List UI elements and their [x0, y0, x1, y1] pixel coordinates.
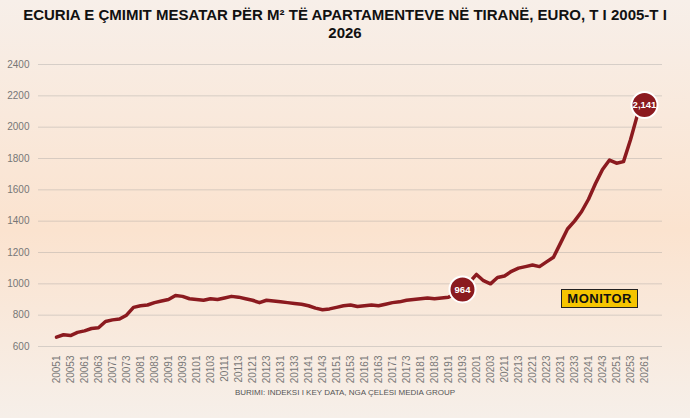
svg-text:2400: 2400 — [7, 59, 30, 70]
svg-text:20201: 20201 — [471, 355, 482, 383]
svg-text:20253: 20253 — [625, 355, 636, 383]
html-text:ECURIA E ÇMIMIT MESATAR PËR M²: ECURIA E ÇMIMIT MESATAR PËR M² TË APARTA… — [23, 6, 667, 41]
svg-text:20111: 20111 — [219, 355, 230, 382]
svg-text:20221: 20221 — [527, 355, 538, 383]
svg-text:20103: 20103 — [205, 355, 216, 383]
svg-text:20161: 20161 — [359, 355, 370, 383]
svg-text:20243: 20243 — [597, 355, 608, 383]
svg-text:20123: 20123 — [261, 355, 272, 383]
svg-text:2200: 2200 — [7, 90, 30, 101]
svg-text:964: 964 — [455, 284, 472, 295]
svg-text:20193: 20193 — [457, 355, 468, 383]
svg-text:20053: 20053 — [65, 355, 76, 383]
svg-text:20251: 20251 — [611, 355, 622, 383]
svg-text:20133: 20133 — [289, 355, 300, 383]
svg-text:1600: 1600 — [7, 184, 30, 195]
svg-text:1800: 1800 — [7, 153, 30, 164]
svg-text:20203: 20203 — [485, 355, 496, 383]
svg-text:20093: 20093 — [177, 355, 188, 383]
svg-text:20091: 20091 — [163, 355, 174, 383]
svg-text:1000: 1000 — [7, 278, 30, 289]
svg-text:20241: 20241 — [583, 355, 594, 383]
svg-text:20071: 20071 — [107, 355, 118, 383]
html-text:BURIMI: INDEKSI I KEY DATA, NG: BURIMI: INDEKSI I KEY DATA, NGA ÇELËSI M… — [235, 388, 455, 397]
svg-text:1200: 1200 — [7, 247, 30, 258]
svg-text:20181: 20181 — [415, 355, 426, 383]
svg-text:20113: 20113 — [233, 355, 244, 383]
svg-text:20101: 20101 — [191, 355, 202, 383]
svg-text:20231: 20231 — [555, 355, 566, 383]
svg-text:20223: 20223 — [541, 355, 552, 383]
svg-text:20061: 20061 — [79, 355, 90, 383]
svg-text:20141: 20141 — [303, 355, 314, 383]
svg-text:2000: 2000 — [7, 121, 30, 132]
svg-text:600: 600 — [13, 341, 30, 352]
svg-text:20171: 20171 — [387, 355, 398, 383]
svg-text:20151: 20151 — [331, 355, 342, 383]
svg-text:20191: 20191 — [443, 355, 454, 383]
svg-text:20143: 20143 — [317, 355, 328, 383]
svg-text:20261: 20261 — [639, 355, 650, 383]
svg-text:1400: 1400 — [7, 215, 30, 226]
svg-text:20131: 20131 — [275, 355, 286, 383]
svg-text:20073: 20073 — [121, 355, 132, 383]
html-text:MONITOR: MONITOR — [567, 291, 632, 306]
svg-text:20173: 20173 — [401, 355, 412, 383]
svg-text:20063: 20063 — [93, 355, 104, 383]
svg-text:20213: 20213 — [513, 355, 524, 383]
svg-text:20083: 20083 — [149, 355, 160, 383]
svg-text:2,141: 2,141 — [633, 99, 657, 110]
svg-text:800: 800 — [13, 309, 30, 320]
svg-text:20153: 20153 — [345, 355, 356, 383]
svg-text:20163: 20163 — [373, 355, 384, 383]
svg-text:20183: 20183 — [429, 355, 440, 383]
svg-text:20121: 20121 — [247, 355, 258, 383]
svg-text:20211: 20211 — [499, 355, 510, 383]
svg-text:20233: 20233 — [569, 355, 580, 383]
svg-text:20051: 20051 — [51, 355, 62, 383]
svg-text:20081: 20081 — [135, 355, 146, 383]
